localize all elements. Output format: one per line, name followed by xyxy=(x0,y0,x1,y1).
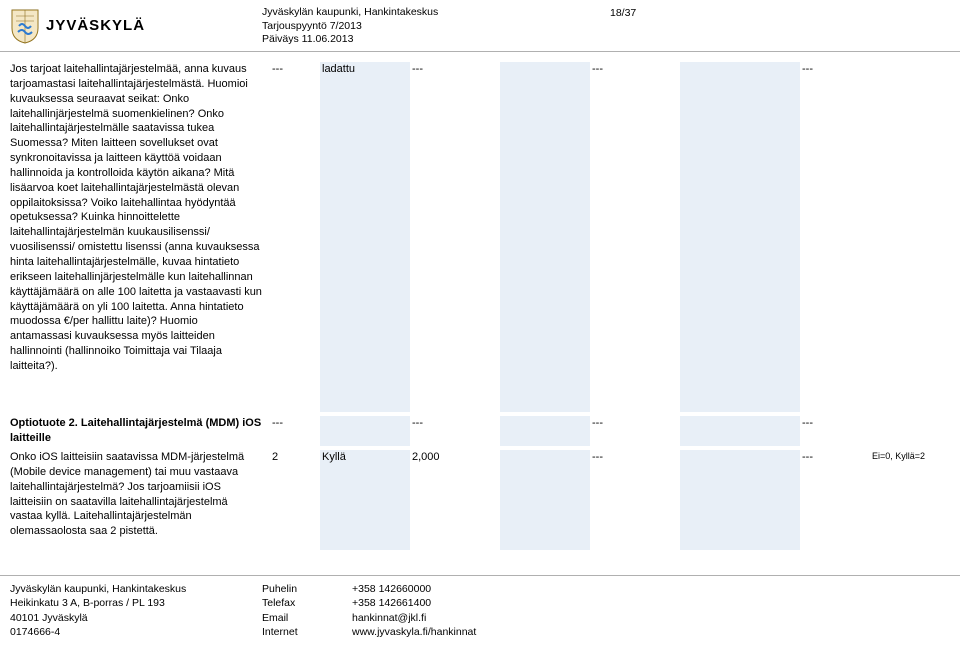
footer-v4: www.jyvaskyla.fi/hankinnat xyxy=(352,625,960,639)
footer-contact-values: +358 142660000 +358 142661400 hankinnat@… xyxy=(352,582,960,639)
cell-score: --- xyxy=(410,416,500,446)
footer-contact-labels: Puhelin Telefax Email Internet xyxy=(262,582,352,639)
cell-value: Kyllä xyxy=(320,450,410,539)
footer-l4: Internet xyxy=(262,625,352,639)
footer-addr4: 0174666-4 xyxy=(10,625,262,639)
footer-l3: Email xyxy=(262,611,352,625)
table-row: Onko iOS laitteisiin saatavissa MDM-järj… xyxy=(0,450,960,550)
footer-addr3: 40101 Jyväskylä xyxy=(10,611,262,625)
shield-icon xyxy=(10,8,40,44)
cell-value xyxy=(320,416,410,446)
header-doc: Tarjouspyyntö 7/2013 xyxy=(262,20,438,34)
cell-weight: --- xyxy=(270,62,320,374)
document-header: JYVÄSKYLÄ Jyväskylän kaupunki, Hankintak… xyxy=(0,0,960,52)
cell-score: --- xyxy=(410,62,500,374)
table-row: Optiotuote 2. Laitehallintajärjestelmä (… xyxy=(0,416,960,446)
page-number: 18/37 xyxy=(610,6,636,20)
cell-c5: --- xyxy=(590,450,680,539)
cell-c5: --- xyxy=(590,416,680,446)
cell-gap xyxy=(500,62,590,374)
cell-c6 xyxy=(680,416,800,446)
section-title: Optiotuote 2. Laitehallintajärjestelmä (… xyxy=(0,416,270,446)
row-label: Onko iOS laitteisiin saatavissa MDM-järj… xyxy=(0,450,270,539)
cell-weight: --- xyxy=(270,416,320,446)
logo-text: JYVÄSKYLÄ xyxy=(46,16,145,36)
cell-weight: 2 xyxy=(270,450,320,539)
cell-c7: --- xyxy=(800,450,870,539)
footer-l1: Puhelin xyxy=(262,582,352,596)
footer-v1: +358 142660000 xyxy=(352,582,960,596)
logo: JYVÄSKYLÄ xyxy=(10,8,145,44)
cell-value: ladattu xyxy=(320,62,410,374)
footer-v3: hankinnat@jkl.fi xyxy=(352,611,960,625)
cell-note xyxy=(870,416,960,446)
footer-v2: +358 142661400 xyxy=(352,596,960,610)
cell-c6 xyxy=(680,62,800,374)
header-org: Jyväskylän kaupunki, Hankintakeskus xyxy=(262,6,438,20)
cell-gap xyxy=(500,450,590,539)
footer-addr2: Heikinkatu 3 A, B-porras / PL 193 xyxy=(10,596,262,610)
footer-l2: Telefax xyxy=(262,596,352,610)
cell-note: Ei=0, Kyllä=2 xyxy=(870,450,960,539)
content-table: Jos tarjoat laitehallintajärjestelmää, a… xyxy=(0,52,960,550)
cell-note xyxy=(870,62,960,374)
cell-c7: --- xyxy=(800,416,870,446)
row-label: Jos tarjoat laitehallintajärjestelmää, a… xyxy=(0,62,270,374)
cell-c6 xyxy=(680,450,800,539)
table-row: Jos tarjoat laitehallintajärjestelmää, a… xyxy=(0,62,960,412)
cell-gap xyxy=(500,416,590,446)
footer-address: Jyväskylän kaupunki, Hankintakeskus Heik… xyxy=(0,582,262,639)
footer-addr1: Jyväskylän kaupunki, Hankintakeskus xyxy=(10,582,262,596)
header-date: Päiväys 11.06.2013 xyxy=(262,33,438,47)
cell-score: 2,000 xyxy=(410,450,500,539)
document-footer: Jyväskylän kaupunki, Hankintakeskus Heik… xyxy=(0,575,960,639)
cell-c7: --- xyxy=(800,62,870,374)
header-meta: Jyväskylän kaupunki, Hankintakeskus Tarj… xyxy=(262,6,438,47)
cell-c5: --- xyxy=(590,62,680,374)
